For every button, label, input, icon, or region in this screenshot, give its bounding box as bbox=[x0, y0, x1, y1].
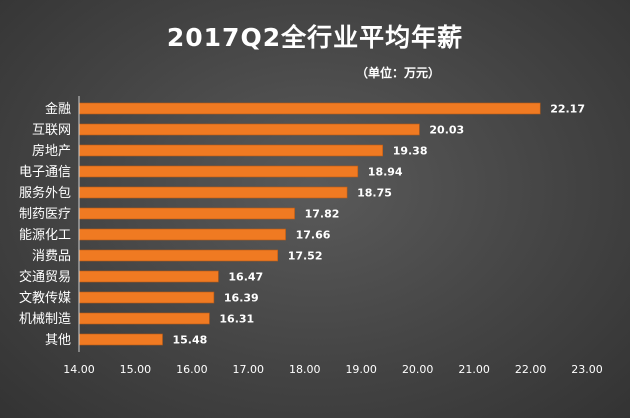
bar-5 bbox=[78, 186, 348, 199]
value-label: 22.17 bbox=[550, 103, 585, 116]
category-label: 其他 bbox=[45, 333, 71, 348]
value-label: 16.31 bbox=[219, 313, 254, 326]
value-label: 16.39 bbox=[224, 292, 259, 305]
value-label: 17.82 bbox=[305, 208, 340, 221]
x-tick-label: 18.00 bbox=[289, 363, 321, 376]
value-label: 16.47 bbox=[228, 271, 263, 284]
value-label: 18.75 bbox=[357, 187, 392, 200]
category-label: 金融 bbox=[45, 101, 71, 117]
bar-7 bbox=[78, 228, 286, 241]
bar-12 bbox=[78, 333, 163, 346]
chart-title: 2017Q2全行业平均年薪 bbox=[166, 23, 464, 52]
x-tick-label: 22.00 bbox=[515, 363, 547, 376]
x-tick-label: 19.00 bbox=[345, 363, 377, 376]
category-label: 消费品 bbox=[32, 249, 71, 264]
bar-8 bbox=[78, 249, 278, 262]
bar-2 bbox=[78, 123, 420, 136]
category-label: 交通贸易 bbox=[19, 269, 71, 285]
bar-1 bbox=[78, 102, 541, 115]
value-label: 19.38 bbox=[393, 145, 428, 158]
category-label: 能源化工 bbox=[19, 228, 71, 243]
axis-layer: 金融 22.17 互联网 20.03 房地产 19.38 电子通信 18.94 服务外包 18.7… bbox=[19, 96, 603, 376]
x-tick-label: 16.00 bbox=[176, 363, 208, 376]
category-label: 文教传媒 bbox=[19, 290, 71, 306]
category-label: 服务外包 bbox=[19, 185, 71, 201]
category-label: 房地产 bbox=[32, 143, 71, 159]
bars-layer bbox=[78, 102, 541, 346]
x-tick-label: 20.00 bbox=[402, 363, 434, 376]
category-label: 制药医疗 bbox=[19, 207, 71, 222]
bar-9 bbox=[78, 270, 219, 283]
x-tick-label: 23.00 bbox=[571, 363, 603, 376]
value-label: 20.03 bbox=[429, 124, 464, 137]
value-label: 18.94 bbox=[368, 166, 403, 179]
bar-6 bbox=[78, 207, 295, 220]
bar-11 bbox=[78, 312, 210, 325]
x-tick-label: 14.00 bbox=[63, 363, 95, 376]
x-tick-label: 21.00 bbox=[458, 363, 490, 376]
category-label: 互联网 bbox=[32, 123, 71, 138]
value-label: 17.66 bbox=[296, 229, 331, 242]
bar-3 bbox=[78, 144, 384, 157]
category-label: 机械制造 bbox=[19, 312, 71, 327]
x-tick-label: 15.00 bbox=[120, 363, 152, 376]
category-label: 电子通信 bbox=[19, 165, 71, 180]
chart-subtitle: （单位：万元） bbox=[356, 66, 441, 80]
x-tick-label: 17.00 bbox=[233, 363, 265, 376]
bar-10 bbox=[78, 291, 215, 304]
value-label: 15.48 bbox=[173, 334, 208, 347]
bar-4 bbox=[78, 165, 359, 178]
value-label: 17.52 bbox=[288, 250, 323, 263]
